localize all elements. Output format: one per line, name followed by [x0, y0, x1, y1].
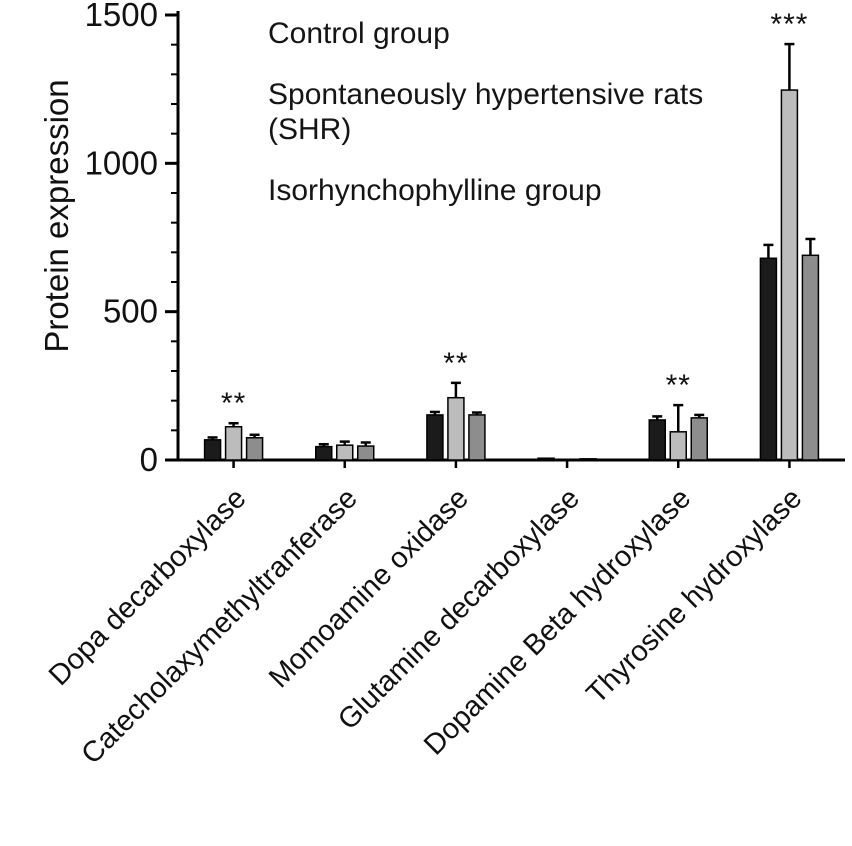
bar — [245, 437, 264, 461]
significance-marker: *** — [770, 8, 808, 41]
bar — [759, 257, 778, 461]
bar — [669, 431, 687, 461]
x-category-label: Dopa decarboxylase — [43, 482, 253, 692]
x-category-label: Thyrosine hydroxylase — [581, 482, 809, 710]
bar — [447, 396, 465, 461]
bar — [780, 89, 799, 461]
y-axis-title: Protein expression — [38, 79, 75, 353]
y-tick-label: 500 — [103, 293, 158, 330]
legend-item-shr: Spontaneously hypertensive rats (SHR) — [268, 78, 704, 147]
y-tick-label: 1500 — [85, 0, 158, 33]
significance-marker: ** — [443, 347, 468, 380]
legend-item-isorhynchophylline: Isorhynchophylline group — [268, 174, 602, 208]
bar — [801, 254, 820, 461]
significance-marker: ** — [221, 387, 246, 420]
y-tick-label: 1000 — [85, 144, 158, 181]
bar — [357, 445, 375, 461]
bar — [579, 458, 597, 461]
bar — [468, 414, 486, 461]
x-category-label: Momoamine oxidase — [263, 482, 475, 694]
bar — [558, 458, 576, 461]
legend-item-control: Control group — [268, 17, 450, 50]
bar — [315, 445, 333, 461]
bar — [648, 419, 666, 461]
bar — [224, 426, 243, 461]
y-tick-label: 0 — [140, 441, 158, 478]
bar — [203, 439, 222, 461]
legend: Control group Spontaneously hypertensive… — [268, 16, 783, 234]
bar — [537, 457, 555, 461]
bar — [426, 414, 444, 461]
significance-marker: ** — [666, 369, 691, 402]
bar — [336, 444, 354, 461]
bar — [690, 417, 708, 461]
